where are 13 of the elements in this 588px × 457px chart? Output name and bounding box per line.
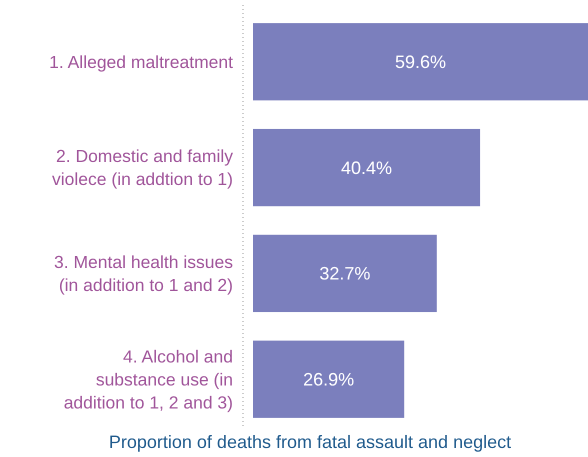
y-tick-label: 4. Alcohol and substance use (in addition to 1, 2 and 3) [64,346,233,412]
bar [253,340,404,418]
data-label: 59.6% [394,52,446,72]
bar [253,23,588,100]
data-label: 32.7% [319,264,370,284]
y-tick-label: 1. Alleged maltreatment [49,52,234,72]
y-tick-label: 3. Mental health issues (in addition to 1 and 2) [54,252,234,296]
data-label: 26.9% [303,370,354,390]
x-axis-title: Proportion of deaths from fatal assault and neglect [108,432,512,452]
bar [253,128,480,206]
bar [253,234,437,312]
y-tick-label: 2. Domestic and family violece (in addtion to 1) [52,146,234,190]
data-label: 40.4% [341,158,392,178]
